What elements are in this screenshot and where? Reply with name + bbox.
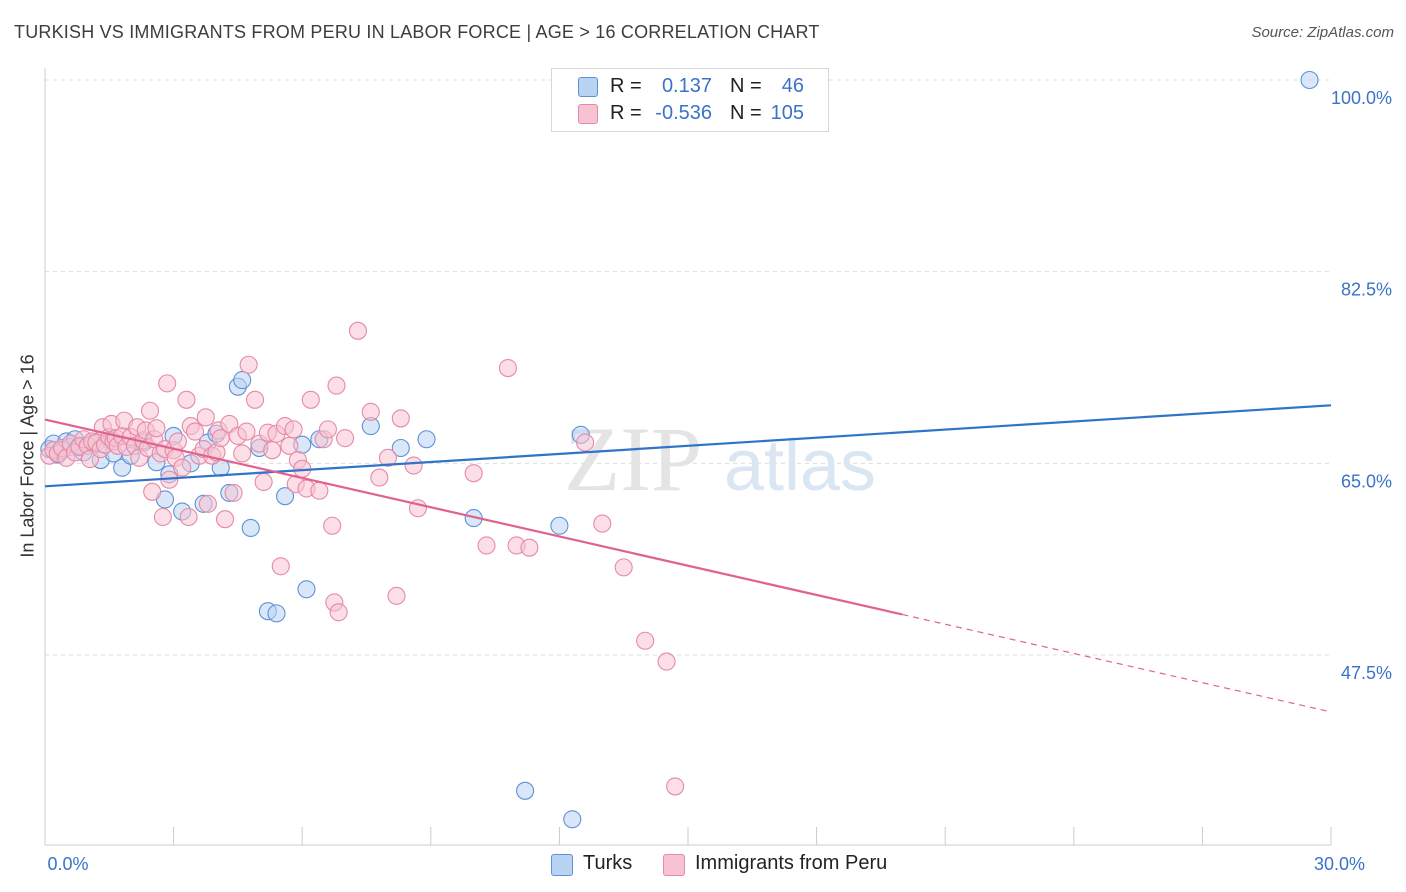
peru-point [576, 433, 595, 452]
peru-point [391, 409, 410, 428]
peru-point [140, 401, 160, 420]
watermark-zip: ZIP [564, 408, 702, 510]
correlation-legend: R = 0.137 N = 46 R = -0.536 N = 105 [551, 68, 829, 132]
turks-point [417, 430, 436, 449]
peru-point [348, 321, 367, 340]
peru-r-label: R = [610, 102, 642, 124]
peru-point [185, 422, 205, 441]
peru-trend-extension [902, 613, 1332, 713]
peru-point [361, 402, 380, 421]
turks-legend-swatch [551, 854, 573, 876]
turks-n-label: N = [730, 75, 762, 97]
peru-point [593, 514, 612, 533]
peru-point [245, 390, 265, 409]
turks-legend-label: Turks [583, 852, 633, 874]
peru-point [477, 536, 496, 555]
peru-point [329, 603, 348, 622]
turks-point [233, 371, 252, 390]
turks-point [241, 518, 260, 538]
peru-point [263, 441, 282, 460]
legend-row-turks: R = 0.137 N = 46 [552, 73, 828, 99]
peru-point [158, 374, 177, 393]
peru-point [284, 420, 303, 439]
peru-point [143, 482, 162, 501]
peru-point [520, 538, 539, 557]
peru-r-value: -0.536 [655, 102, 712, 124]
grid-layer [45, 79, 1331, 656]
turks-swatch [578, 77, 598, 97]
peru-point [318, 420, 337, 439]
peru-trend-line [44, 418, 903, 616]
peru-point [336, 429, 355, 448]
peru-point [464, 464, 483, 483]
peru-point [153, 507, 172, 527]
peru-point [301, 390, 320, 409]
peru-n-label: N = [730, 102, 762, 124]
trend-layer [44, 404, 1332, 713]
peru-point [224, 483, 243, 502]
peru-n-value: 105 [770, 102, 804, 124]
turks-point [563, 810, 582, 829]
chart-title: TURKISH VS IMMIGRANTS FROM PERU IN LABOR… [14, 22, 820, 42]
peru-point [177, 390, 196, 409]
turks-point [297, 580, 316, 599]
peru-point [323, 516, 342, 535]
peru-legend-swatch [663, 854, 685, 876]
peru-legend-label: Immigrants from Peru [695, 852, 888, 874]
peru-swatch [578, 104, 598, 124]
turks-point [276, 487, 295, 506]
peru-point [614, 558, 633, 577]
watermark-layer: ZIP atlas [564, 408, 876, 510]
y-axis-label: In Labor Force | Age > 16 [17, 354, 38, 558]
turks-point [550, 516, 569, 535]
peru-point [215, 510, 235, 529]
peru-point [387, 586, 406, 605]
turks-n-value: 46 [781, 75, 804, 97]
peru-point [196, 408, 215, 427]
peru-point [378, 448, 397, 467]
peru-point [254, 472, 273, 492]
y-tick-label: 47.5% [1341, 663, 1392, 683]
y-tick-label: 100.0% [1331, 88, 1392, 108]
peru-point [404, 456, 423, 475]
peru-point [271, 557, 290, 576]
source-label: Source: ZipAtlas.com [1251, 24, 1394, 41]
peru-point [239, 355, 258, 374]
series-legend: Turks Immigrants from Peru [0, 852, 1406, 878]
peru-point [310, 481, 329, 500]
peru-point [198, 494, 217, 513]
turks-trend-line [44, 404, 1332, 488]
peru-point [173, 458, 192, 477]
peru-point [237, 422, 256, 441]
legend-row-peru: R = -0.536 N = 105 [552, 100, 828, 126]
x-tick-label: 30.0% [1314, 854, 1365, 874]
turks-r-value: 0.137 [661, 75, 712, 97]
peru-point [327, 376, 346, 395]
peru-point [657, 652, 676, 671]
y-tick-label: 82.5% [1341, 280, 1392, 300]
axis-layer [44, 68, 1332, 846]
turks-point [1300, 70, 1319, 90]
y-tick-label: 65.0% [1341, 471, 1392, 491]
peru-point [666, 777, 685, 796]
peru-point [498, 358, 518, 378]
turks-point [516, 781, 535, 800]
peru-point [370, 468, 389, 487]
turks-point [391, 438, 410, 458]
turks-r-label: R = [610, 75, 642, 97]
turks-point [267, 604, 286, 623]
peru-point [147, 419, 166, 438]
peru-point [233, 444, 252, 463]
peru-point [179, 507, 198, 527]
x-tick-label: 0.0% [47, 854, 88, 874]
peru-point [636, 631, 655, 650]
label-layer: 100.0% 82.5% 65.0% 47.5% 0.0% 30.0% [47, 88, 1392, 874]
